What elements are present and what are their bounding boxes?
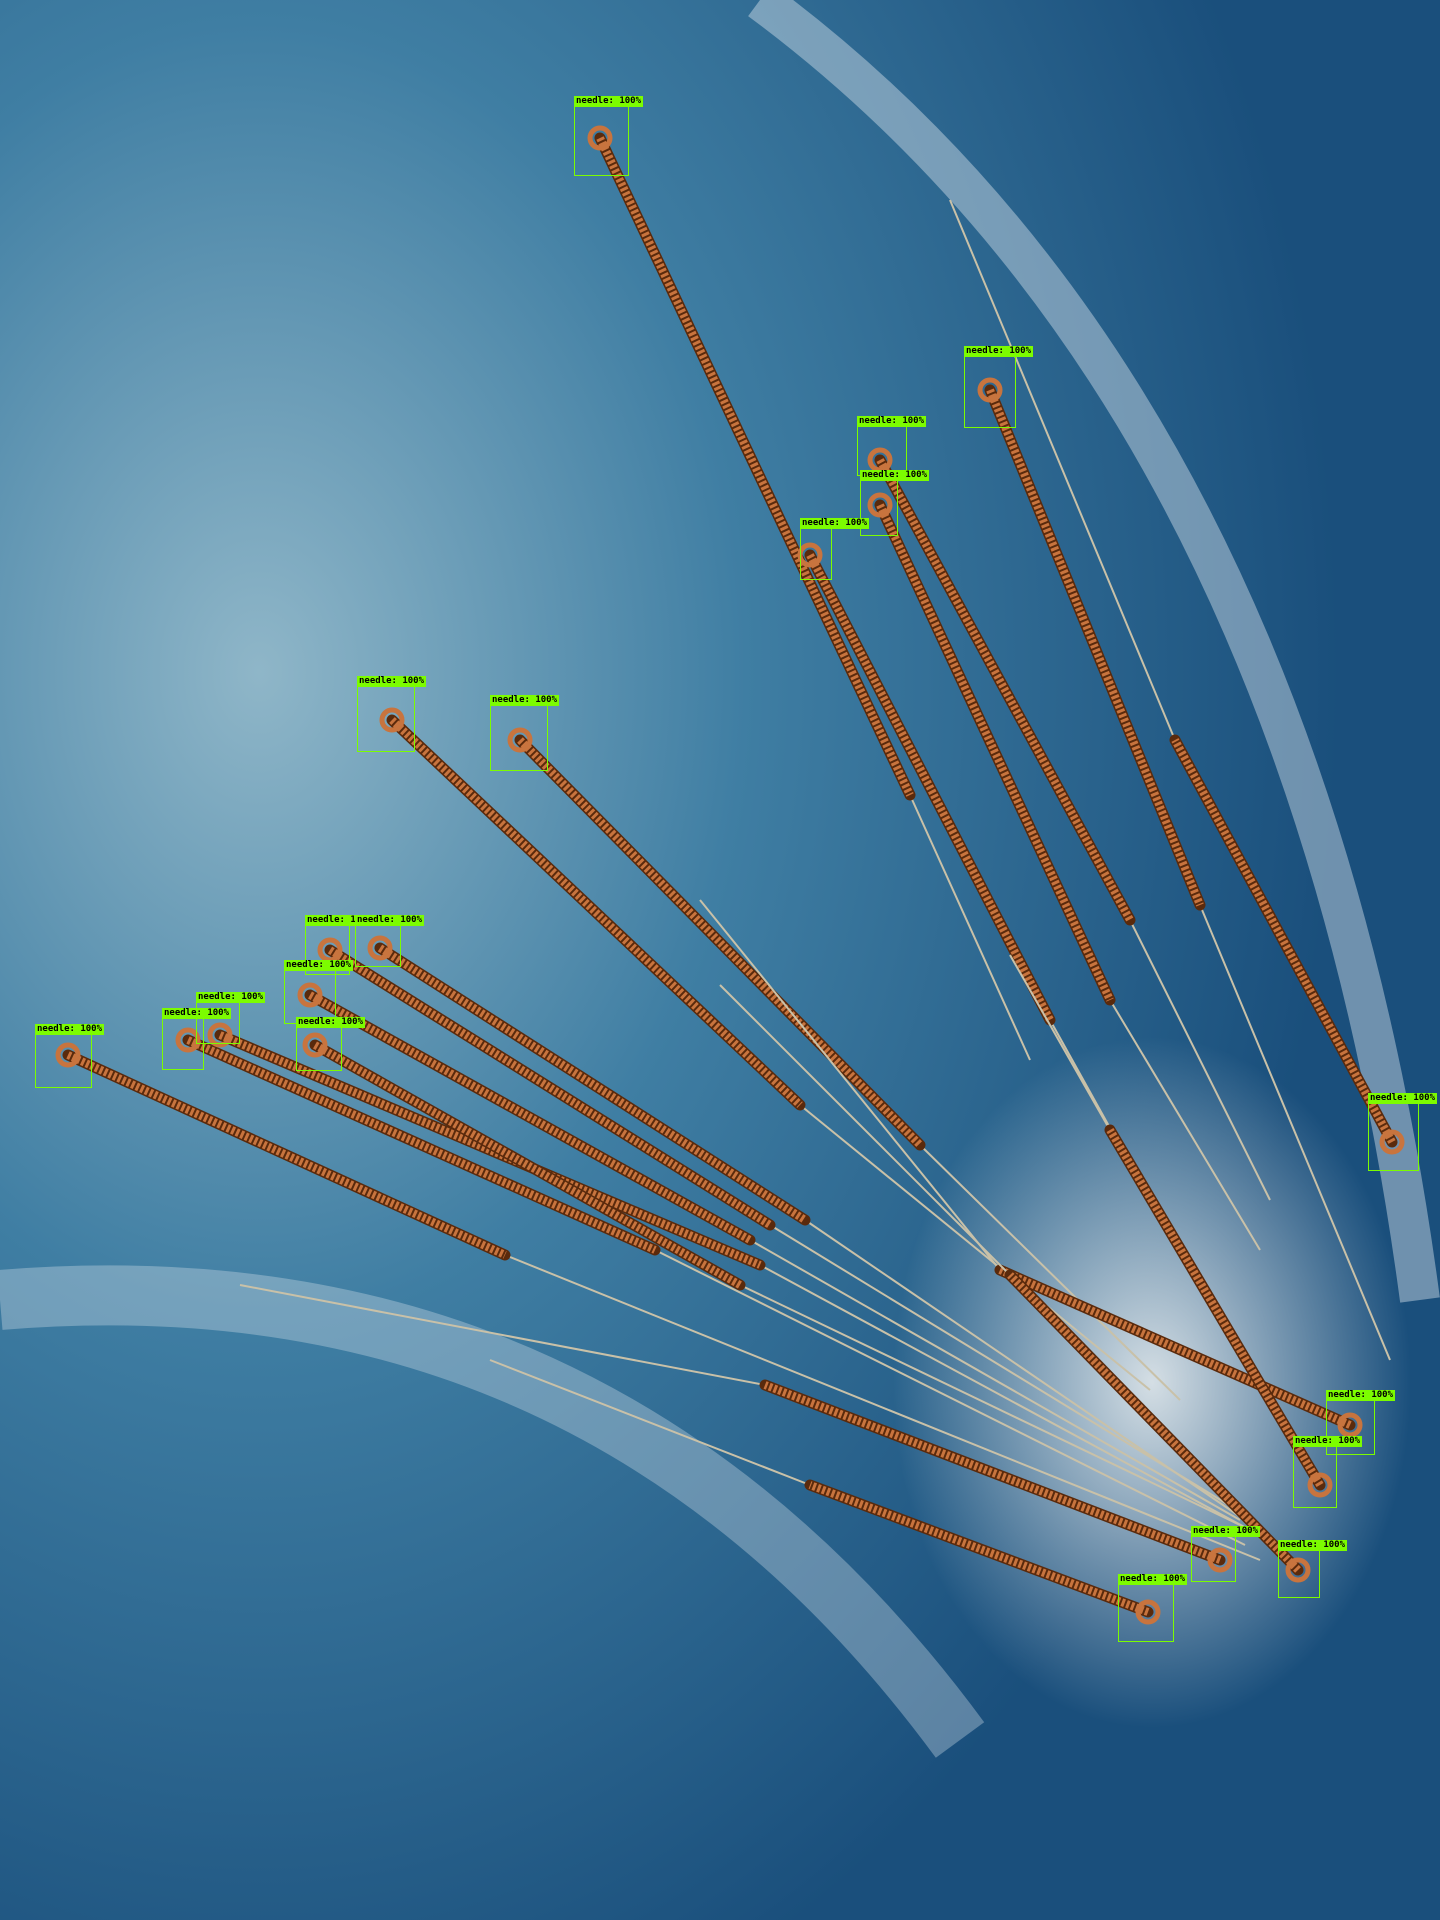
- detection-label: needle: 100%: [1293, 1436, 1363, 1447]
- needle-shaft: [919, 1144, 1181, 1401]
- detection-label: needle: 100%: [296, 1017, 366, 1028]
- needle-shaft: [749, 1239, 1241, 1521]
- needle-handle: [186, 1036, 657, 1254]
- needle-eye: [1207, 1547, 1233, 1573]
- needle-handle: [986, 388, 1204, 907]
- detection-box: needle: 100%: [1293, 1436, 1363, 1508]
- detection-label: needle: 100%: [1118, 1574, 1188, 1585]
- needle-handle: [66, 1051, 507, 1259]
- detection-label: needle: 100%: [1326, 1390, 1396, 1401]
- needle-handle: [313, 1041, 742, 1289]
- needle-eye: [1135, 1599, 1161, 1625]
- needle-eye: [297, 982, 323, 1008]
- needle-handle: [1171, 738, 1396, 1144]
- detection-box: needle: 100%: [860, 470, 930, 536]
- needle-eye: [507, 727, 533, 753]
- detection-box: needle: 100%: [355, 915, 425, 967]
- needle-shaft: [769, 1224, 1246, 1516]
- detection-label: needle: 100%: [964, 346, 1034, 357]
- needle-handle: [763, 1381, 1222, 1564]
- needle-handle: [808, 1481, 1150, 1616]
- needle-eye: [977, 377, 1003, 403]
- detection-label: needle: 100%: [800, 518, 870, 529]
- detection-box: needle: 100%: [357, 676, 427, 752]
- needle-eye: [379, 707, 405, 733]
- needle-handle: [806, 553, 1054, 1022]
- needle-shaft: [799, 1104, 1151, 1391]
- needle-handle: [218, 1031, 762, 1269]
- detection-box: needle: 100%: [1368, 1093, 1438, 1171]
- needle-eye: [867, 492, 893, 518]
- detection-box: needle: 100%: [1278, 1540, 1348, 1598]
- detection-box: needle: 100%: [162, 1008, 232, 1070]
- needle-shaft: [654, 1249, 1246, 1546]
- detection-box: needle: 100%: [1191, 1526, 1261, 1582]
- needle-shaft: [239, 1284, 766, 1386]
- detection-label: needle: 100%: [196, 992, 266, 1003]
- needle-eye: [175, 1027, 201, 1053]
- needle-shaft: [909, 794, 1031, 1061]
- needle-eye: [55, 1042, 81, 1068]
- needle-handle: [377, 944, 808, 1224]
- needle-eye: [207, 1022, 233, 1048]
- detection-label: needle: 100%: [284, 960, 354, 971]
- detection-box: needle: 100%: [800, 518, 870, 580]
- detection-label: needle: 100%: [860, 470, 930, 481]
- needle-handle: [1106, 1127, 1324, 1488]
- needle-handle: [1007, 1272, 1301, 1573]
- needle-eye: [302, 1032, 328, 1058]
- needle-eye: [367, 935, 393, 961]
- needle-handle: [998, 1266, 1352, 1429]
- detection-box: needle: 100%: [964, 346, 1034, 428]
- detection-label: needle: 100%: [357, 676, 427, 687]
- needle-handle: [327, 946, 773, 1229]
- needle-eye: [1307, 1472, 1333, 1498]
- needle-group: [55, 125, 1405, 1625]
- detection-box: needle: 100%: [305, 915, 375, 975]
- needle-shaft: [699, 899, 1001, 1271]
- detection-box: needle: 100%: [574, 96, 644, 176]
- needle-handle: [389, 717, 803, 1108]
- needle-eye: [587, 125, 613, 151]
- detection-label: needle: 100%: [857, 416, 927, 427]
- detection-label: needle: 100%: [1368, 1093, 1438, 1104]
- detection-label: needle: 100%: [1278, 1540, 1348, 1551]
- needle-shaft: [489, 1359, 811, 1486]
- detection-box: needle: 100%: [857, 416, 927, 476]
- detection-label: needle: 100%: [1191, 1526, 1261, 1537]
- needle-handle: [876, 503, 1114, 1002]
- needle-shaft: [949, 199, 1176, 741]
- needle-shaft: [739, 1284, 1241, 1526]
- needle-shaft: [1199, 904, 1391, 1361]
- needle-shaft: [1009, 954, 1111, 1131]
- needle-shaft: [504, 1254, 1261, 1561]
- detection-label: needle: 100%: [490, 695, 560, 706]
- needle-handle: [876, 458, 1134, 922]
- detection-box: needle: 100%: [490, 695, 560, 771]
- needle-handle: [308, 991, 752, 1244]
- detection-label: needle: 100%: [574, 96, 644, 107]
- needle-eye: [1285, 1557, 1311, 1583]
- detection-box: needle: 100%: [1118, 1574, 1188, 1642]
- needle-shaft: [1109, 999, 1261, 1251]
- detection-label: needle: 100%: [35, 1024, 105, 1035]
- needle-shaft: [719, 984, 1011, 1276]
- detection-box: needle: 100%: [35, 1024, 105, 1088]
- detection-box: needle: 100%: [1326, 1390, 1396, 1455]
- detection-box: needle: 100%: [296, 1017, 366, 1071]
- needle-handle: [596, 136, 914, 797]
- needle-eye: [1337, 1412, 1363, 1438]
- needle-handle-shadow: [514, 734, 926, 1151]
- detection-box: needle: 100%: [196, 992, 266, 1044]
- detection-label: needle: 100%: [305, 915, 375, 926]
- detection-box: needle: 100%: [284, 960, 354, 1024]
- detection-label: needle: 100%: [162, 1008, 232, 1019]
- needle-shaft: [1129, 919, 1271, 1201]
- needle-eye: [1379, 1129, 1405, 1155]
- detection-label: needle: 100%: [355, 915, 425, 926]
- needle-shaft: [759, 1264, 1251, 1531]
